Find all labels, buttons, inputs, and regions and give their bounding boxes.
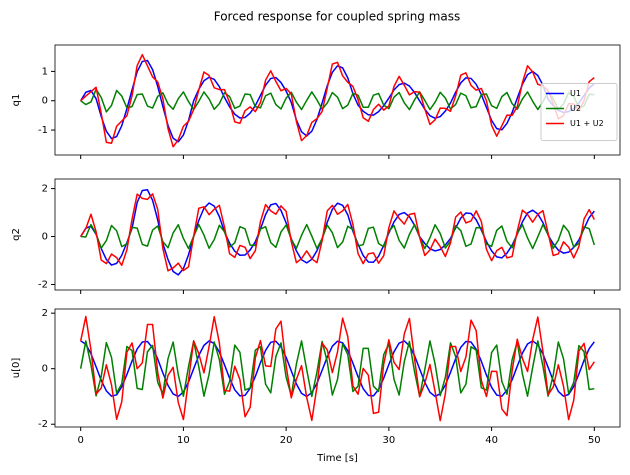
y-tick-label: -1 xyxy=(38,125,48,136)
y-tick-label: 0 xyxy=(42,96,48,107)
axes-frame xyxy=(54,308,621,428)
x-axis-label: Time [s] xyxy=(316,453,358,464)
line-series xyxy=(80,88,595,113)
plot-area xyxy=(80,189,596,276)
legend-label: U1 xyxy=(570,89,581,98)
plot-area xyxy=(80,53,595,148)
y-axis-label: q2 xyxy=(11,228,22,241)
line-series xyxy=(79,315,595,422)
line-series xyxy=(79,340,595,398)
legend-label: U2 xyxy=(570,104,581,113)
legend: U1 U2 U1 + U2 xyxy=(540,83,618,141)
line-series xyxy=(80,189,595,276)
legend-box xyxy=(540,83,618,141)
x-tick-label: 40 xyxy=(485,435,498,446)
figure-title: Forced response for coupled spring mass xyxy=(214,10,461,24)
x-tick-label: 50 xyxy=(588,435,601,446)
plot-area xyxy=(79,315,595,422)
y-tick-label: -2 xyxy=(38,419,48,430)
axes-frame xyxy=(54,178,621,291)
line-series xyxy=(80,193,595,272)
axes-frame xyxy=(54,44,621,156)
y-axis-label: q1 xyxy=(11,94,22,107)
x-tick-label: 20 xyxy=(280,435,293,446)
y-tick-label: 0 xyxy=(42,364,48,375)
x-tick-label: 0 xyxy=(77,435,83,446)
y-axis-label: u[0] xyxy=(11,358,22,379)
y-tick-label: -2 xyxy=(38,279,48,290)
y-tick-label: 2 xyxy=(42,308,48,319)
y-tick-label: 1 xyxy=(42,66,48,77)
y-tick-label: 2 xyxy=(42,184,48,195)
y-tick-label: 0 xyxy=(42,232,48,243)
x-tick-label: 30 xyxy=(382,435,395,446)
line-series xyxy=(80,53,595,148)
line-series xyxy=(80,223,596,250)
legend-label: U1 + U2 xyxy=(570,119,604,128)
x-tick-label: 10 xyxy=(177,435,190,446)
